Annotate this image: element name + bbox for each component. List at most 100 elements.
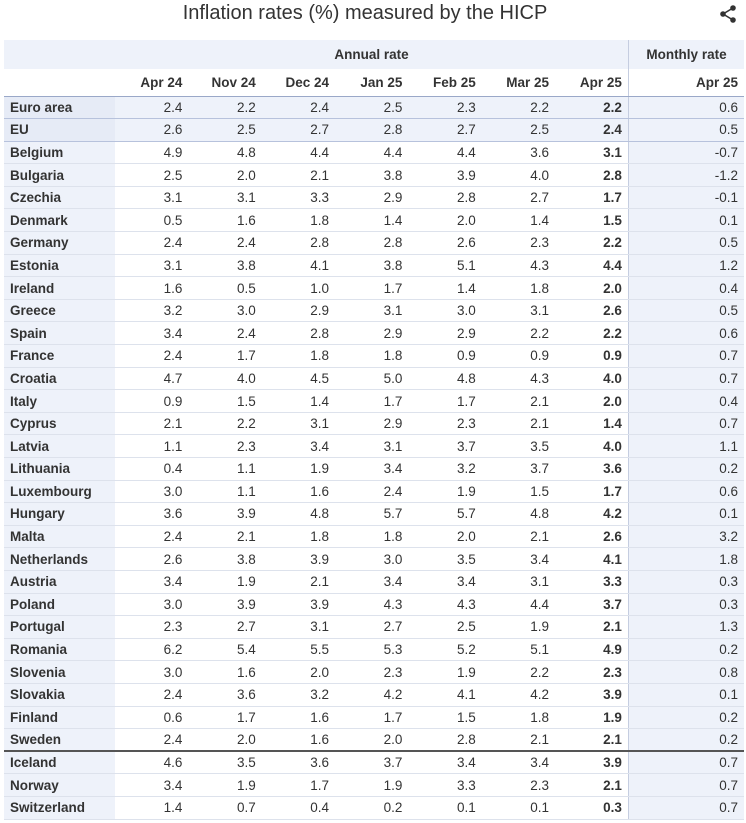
country-label: Euro area — [4, 96, 116, 120]
annual-rate-cell: 1.7 — [408, 389, 482, 413]
annual-rate-cell: 3.2 — [115, 299, 189, 323]
annual-rate-cell: 3.2 — [261, 683, 336, 707]
annual-rate-cell: 3.6 — [481, 141, 556, 165]
annual-rate-cell: 3.7 — [335, 750, 409, 775]
country-label: Germany — [4, 231, 116, 255]
annual-rate-cell: 2.0 — [408, 208, 482, 233]
annual-rate-cell: 2.6 — [115, 547, 189, 571]
annual-rate-cell: 1.9 — [261, 457, 336, 481]
annual-rate-cell: 1.6 — [261, 706, 336, 730]
share-icon[interactable] — [718, 4, 738, 24]
annual-rate-cell: 1.8 — [261, 525, 336, 549]
annual-rate-cell: 1.9 — [188, 570, 262, 594]
annual-rate-cell: 2.2 — [555, 321, 629, 346]
monthly-rate-cell: 0.1 — [627, 208, 744, 233]
table-row: Romania 6.2 5.4 5.5 5.3 5.2 5.1 4.9 0.2 — [4, 638, 744, 662]
monthly-rate-cell: 1.2 — [627, 254, 744, 278]
annual-rate-cell: 2.4 — [115, 344, 189, 368]
monthly-rate-cell: 0.5 — [627, 118, 744, 142]
country-label: Lithuania — [4, 457, 116, 481]
table-row: Slovenia 3.0 1.6 2.0 2.3 1.9 2.2 2.3 0.8 — [4, 660, 744, 684]
annual-rate-cell: 2.1 — [481, 389, 556, 413]
annual-rate-cell: 3.4 — [261, 434, 336, 458]
annual-rate-cell: 3.4 — [115, 321, 189, 346]
annual-rate-cell: 2.7 — [335, 615, 409, 639]
monthly-rate-cell: 0.7 — [627, 367, 744, 391]
table-row: Poland 3.0 3.9 3.9 4.3 4.3 4.4 3.7 0.3 — [4, 593, 744, 617]
table-row: Iceland 4.6 3.5 3.6 3.7 3.4 3.4 3.9 0.7 — [4, 750, 744, 775]
annual-rate-cell: 4.4 — [261, 141, 336, 165]
annual-rate-cell: 1.8 — [261, 344, 336, 368]
annual-rate-cell: 1.7 — [555, 186, 629, 210]
annual-rate-cell: 2.5 — [115, 163, 189, 187]
annual-rate-cell: 0.4 — [115, 457, 189, 481]
annual-rate-cell: 3.9 — [555, 683, 629, 707]
annual-rate-cell: 3.9 — [408, 163, 482, 187]
annual-rate-cell: 4.2 — [481, 683, 556, 707]
annual-rate-cell: 3.0 — [408, 299, 482, 323]
annual-rate-cell: 2.5 — [188, 118, 262, 142]
annual-rate-cell: 3.0 — [115, 480, 189, 504]
annual-rate-cell: 3.2 — [408, 457, 482, 481]
annual-rate-cell: 3.1 — [335, 299, 409, 323]
table-row: Spain 3.4 2.4 2.8 2.9 2.9 2.2 2.2 0.6 — [4, 321, 744, 346]
annual-rate-cell: 2.0 — [335, 728, 409, 752]
annual-rate-cell: 3.9 — [188, 502, 262, 526]
country-label: France — [4, 344, 116, 368]
column-header: Apr 25 — [627, 69, 744, 97]
table-row: France 2.4 1.7 1.8 1.8 0.9 0.9 0.9 0.7 — [4, 344, 744, 368]
annual-rate-cell: 1.8 — [261, 208, 336, 233]
annual-rate-cell: 2.4 — [115, 683, 189, 707]
table-row: EU 2.6 2.5 2.7 2.8 2.7 2.5 2.4 0.5 — [4, 118, 744, 142]
annual-rate-cell: 0.6 — [115, 706, 189, 730]
annual-rate-cell: 4.1 — [555, 547, 629, 571]
annual-rate-cell: 0.9 — [555, 344, 629, 368]
monthly-rate-cell: 0.1 — [627, 683, 744, 707]
annual-rate-cell: 4.3 — [481, 367, 556, 391]
annual-rate-cell: 2.9 — [335, 321, 409, 346]
annual-rate-cell: 1.1 — [188, 457, 262, 481]
country-label: Austria — [4, 570, 116, 594]
annual-rate-cell: 2.3 — [115, 615, 189, 639]
monthly-rate-cell: 0.7 — [627, 750, 744, 775]
country-label: Denmark — [4, 208, 116, 233]
monthly-rate-cell: -0.1 — [627, 186, 744, 210]
annual-rate-cell: 2.4 — [335, 480, 409, 504]
annual-rate-cell: 5.0 — [335, 367, 409, 391]
annual-rate-cell: 2.2 — [188, 96, 262, 120]
annual-rate-cell: 2.9 — [335, 186, 409, 210]
annual-rate-cell: 2.3 — [481, 773, 556, 797]
annual-rate-cell: 3.8 — [335, 163, 409, 187]
annual-rate-cell: 4.0 — [481, 163, 556, 187]
annual-rate-cell: 1.8 — [481, 276, 556, 300]
annual-rate-cell: 2.7 — [408, 118, 482, 142]
annual-rate-cell: 1.4 — [408, 276, 482, 300]
annual-rate-cell: 5.5 — [261, 638, 336, 662]
annual-rate-cell: 2.8 — [335, 231, 409, 255]
column-group-annual: Annual rate — [115, 40, 629, 69]
annual-rate-cell: 4.0 — [555, 367, 629, 391]
annual-rate-cell: 1.7 — [335, 276, 409, 300]
annual-rate-cell: 1.7 — [188, 344, 262, 368]
monthly-rate-cell: 0.2 — [627, 457, 744, 481]
annual-rate-cell: 1.8 — [481, 706, 556, 730]
monthly-rate-cell: 0.6 — [627, 321, 744, 346]
annual-rate-cell: 4.4 — [408, 141, 482, 165]
annual-rate-cell: 1.9 — [408, 660, 482, 684]
annual-rate-cell: 1.7 — [335, 706, 409, 730]
country-label: Czechia — [4, 186, 116, 210]
annual-rate-cell: 2.1 — [481, 728, 556, 752]
annual-rate-cell: 2.7 — [261, 118, 336, 142]
country-label: Finland — [4, 706, 116, 730]
annual-rate-cell: 3.6 — [555, 457, 629, 481]
annual-rate-cell: 1.0 — [261, 276, 336, 300]
table-row: Ireland 1.6 0.5 1.0 1.7 1.4 1.8 2.0 0.4 — [4, 276, 744, 300]
annual-rate-cell: 2.8 — [261, 231, 336, 255]
annual-rate-cell: 1.7 — [188, 706, 262, 730]
column-header: Jan 25 — [335, 69, 409, 97]
country-label: Luxembourg — [4, 480, 116, 504]
annual-rate-cell: 2.0 — [555, 276, 629, 300]
annual-rate-cell: 2.1 — [481, 525, 556, 549]
monthly-rate-cell: 0.6 — [627, 96, 744, 120]
annual-rate-cell: 1.7 — [261, 773, 336, 797]
